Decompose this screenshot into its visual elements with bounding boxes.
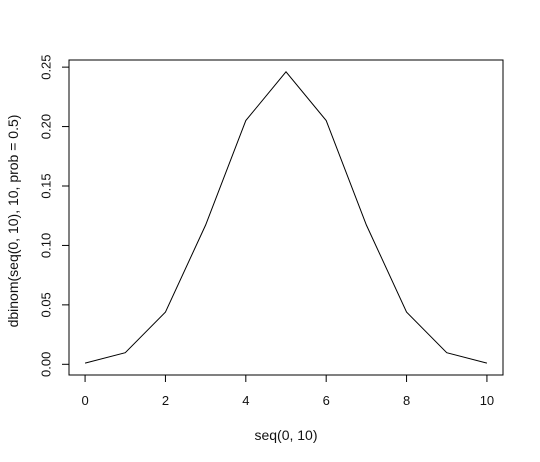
x-tick-label-5: 10	[480, 393, 494, 408]
y-tick-label-2: 0.10	[38, 233, 53, 258]
y-tick-label-3: 0.15	[38, 173, 53, 198]
series-line	[84, 70, 488, 364]
y-axis: 0.00 0.05 0.10 0.15 0.20 0.25	[38, 54, 70, 377]
y-tick-label-4: 0.20	[38, 114, 53, 139]
x-axis: 0 2 4 6 8 10	[81, 374, 494, 408]
x-tick-label-1: 2	[162, 393, 169, 408]
x-tick-label-2: 4	[242, 393, 249, 408]
y-tick-label-1: 0.05	[38, 292, 53, 317]
x-axis-label: seq(0, 10)	[254, 427, 317, 443]
y-axis-label: dbinom(seq(0, 10), 10, prob = 0.5)	[5, 115, 21, 328]
y-tick-label-0: 0.00	[38, 352, 53, 377]
y-tick-label-5: 0.25	[38, 54, 53, 79]
x-tick-label-4: 8	[403, 393, 410, 408]
x-tick-label-0: 0	[81, 393, 88, 408]
x-tick-label-3: 6	[323, 393, 330, 408]
